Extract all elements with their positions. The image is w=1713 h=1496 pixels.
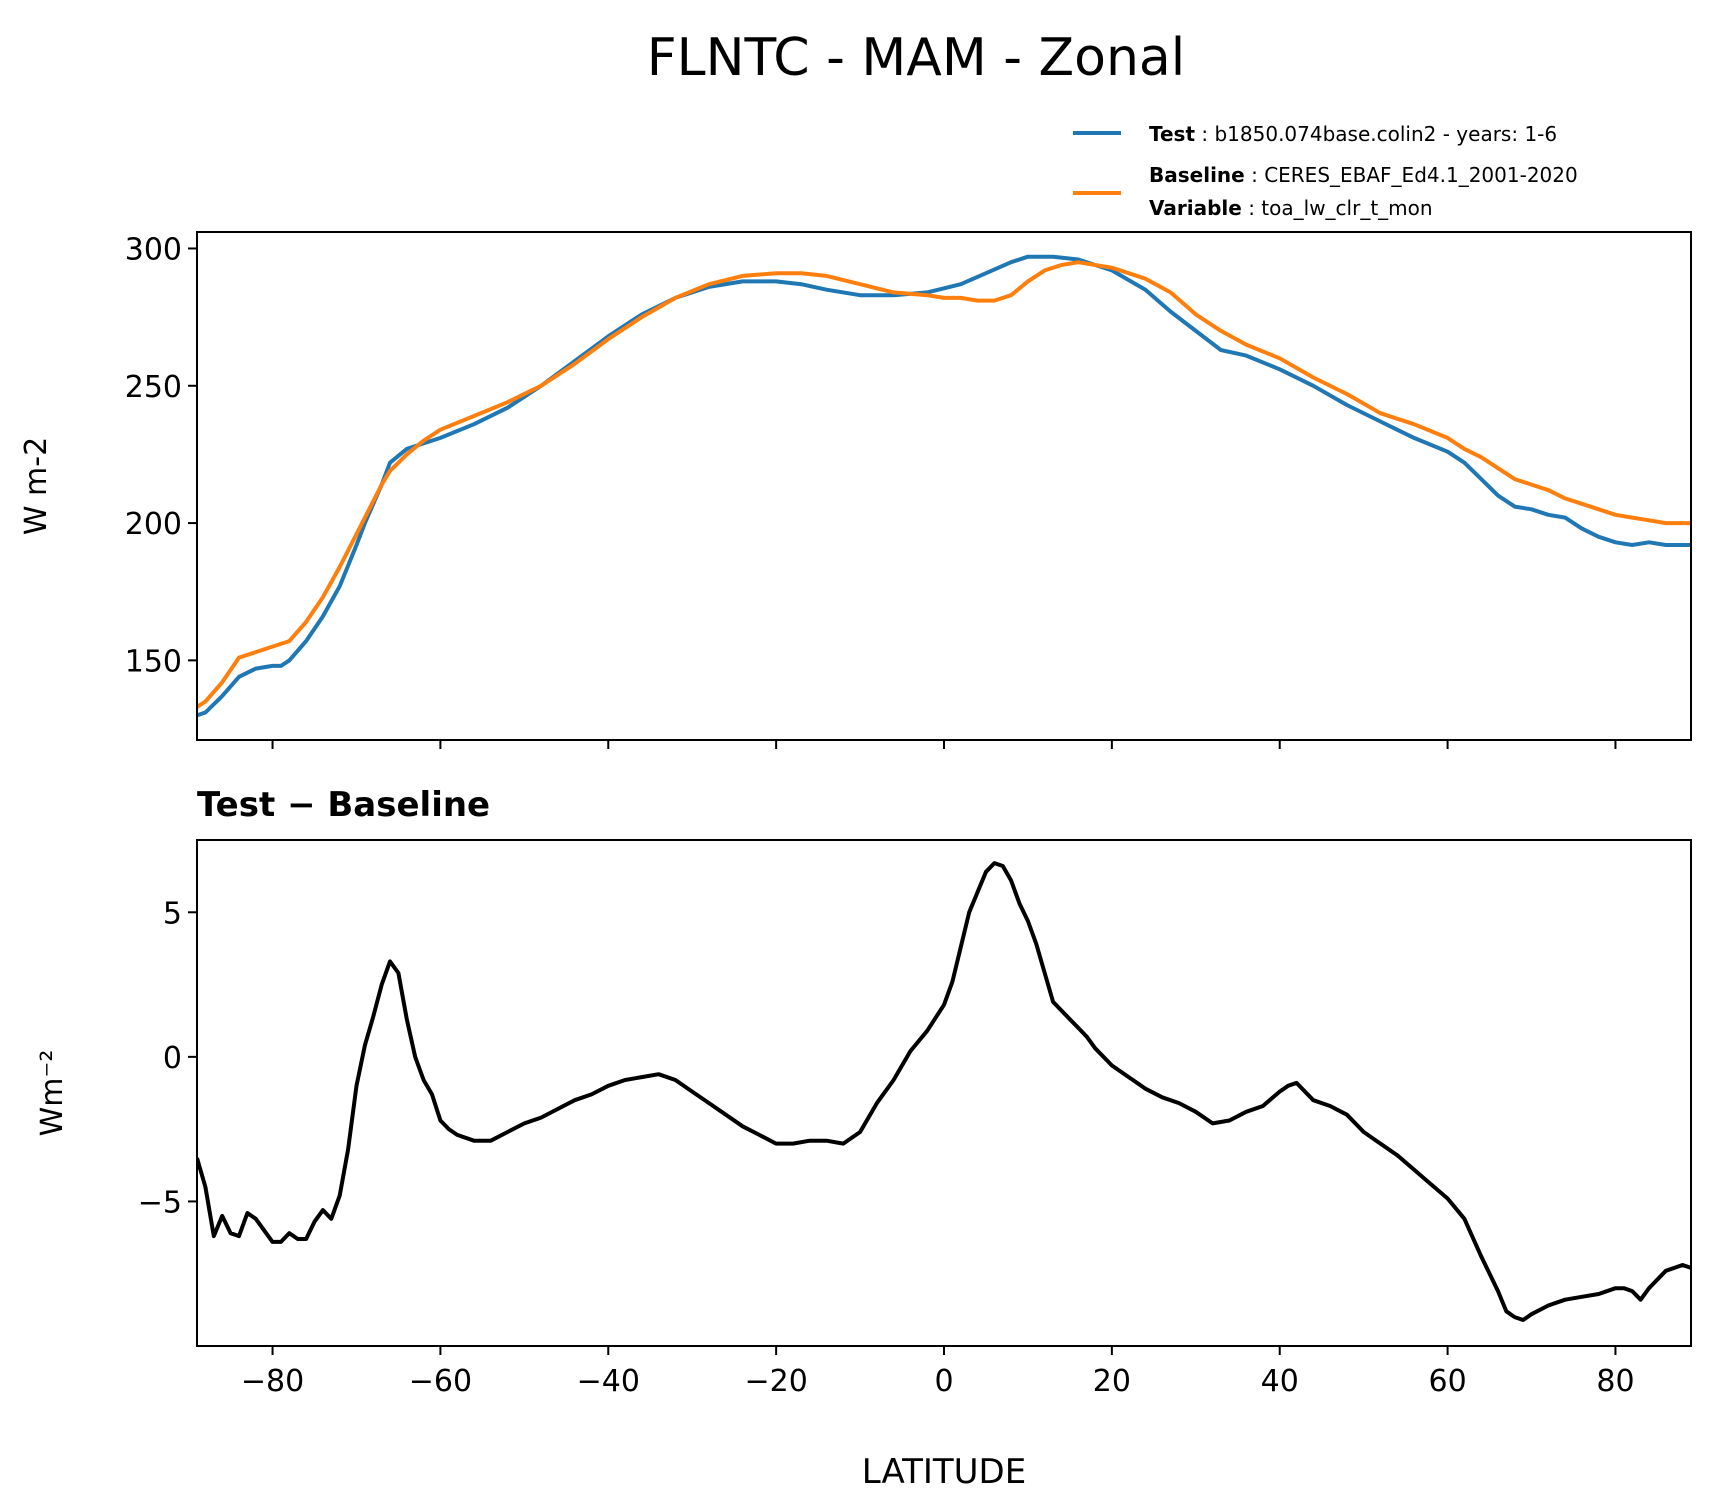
x-tick-label: 0 [934,1364,953,1399]
top-y-axis: 150 200 250 300 [125,232,197,679]
y-tick-label: 200 [125,507,182,542]
x-tick-label: 60 [1429,1364,1467,1399]
legend-test-entry: Test : b1850.074base.colin2 - years: 1-6 [1149,122,1557,146]
y-tick-label: 250 [125,370,182,405]
legend-baseline-entry: Baseline : CERES_EBAF_Ed4.1_2001-2020 [1149,163,1578,187]
bottom-series-group [197,861,1691,1322]
bottom-plot-frame [196,839,1692,1347]
top-x-axis [271,740,1617,749]
x-tick-label: −80 [241,1364,304,1399]
top-y-axis-label: W m-2 [19,437,54,535]
bottom-y-axis-label: Wm⁻² [35,1050,70,1137]
series-line-test [197,254,1691,718]
top-series-group [197,254,1691,718]
y-tick-label: 300 [125,232,182,267]
x-tick-label: 20 [1093,1364,1131,1399]
x-tick-label: 40 [1261,1364,1299,1399]
bottom-panel-title: Test − Baseline [197,785,490,825]
legend-test-key: Test [1149,122,1195,146]
legend-test-value: b1850.074base.colin2 - years: 1-6 [1214,122,1557,146]
figure-title: FLNTC - MAM - Zonal [647,28,1185,88]
top-plot-frame [196,231,1692,741]
legend-baseline-key: Baseline [1149,163,1245,187]
legend-variable-entry: Variable : toa_lw_clr_t_mon [1149,196,1433,220]
legend-variable-key: Variable [1149,196,1242,220]
legend-variable-value: toa_lw_clr_t_mon [1261,196,1432,220]
y-tick-label: −5 [138,1185,182,1220]
bottom-panel: Test − Baseline −5 0 5 −80 −60 −40 −20 0 20 40 60… [35,785,1692,1492]
bottom-y-axis: −5 0 5 [138,896,197,1220]
y-tick-label: 5 [163,896,182,931]
bottom-x-axis: −80 −60 −40 −20 0 20 40 60 80 [241,1346,1635,1399]
y-tick-label: 0 [163,1041,182,1076]
y-tick-label: 150 [125,644,182,679]
legend-baseline-value: CERES_EBAF_Ed4.1_2001-2020 [1264,163,1578,187]
x-tick-label: −20 [744,1364,807,1399]
series-line-test-baseline [197,861,1691,1322]
x-axis-label: LATITUDE [862,1452,1026,1492]
x-tick-label: 80 [1596,1364,1634,1399]
x-tick-label: −60 [409,1364,472,1399]
x-tick-label: −40 [577,1364,640,1399]
legend: Test : b1850.074base.colin2 - years: 1-6… [1073,122,1578,220]
series-line-baseline [197,260,1691,709]
top-panel: 150 200 250 300 W m-2 [19,231,1692,749]
